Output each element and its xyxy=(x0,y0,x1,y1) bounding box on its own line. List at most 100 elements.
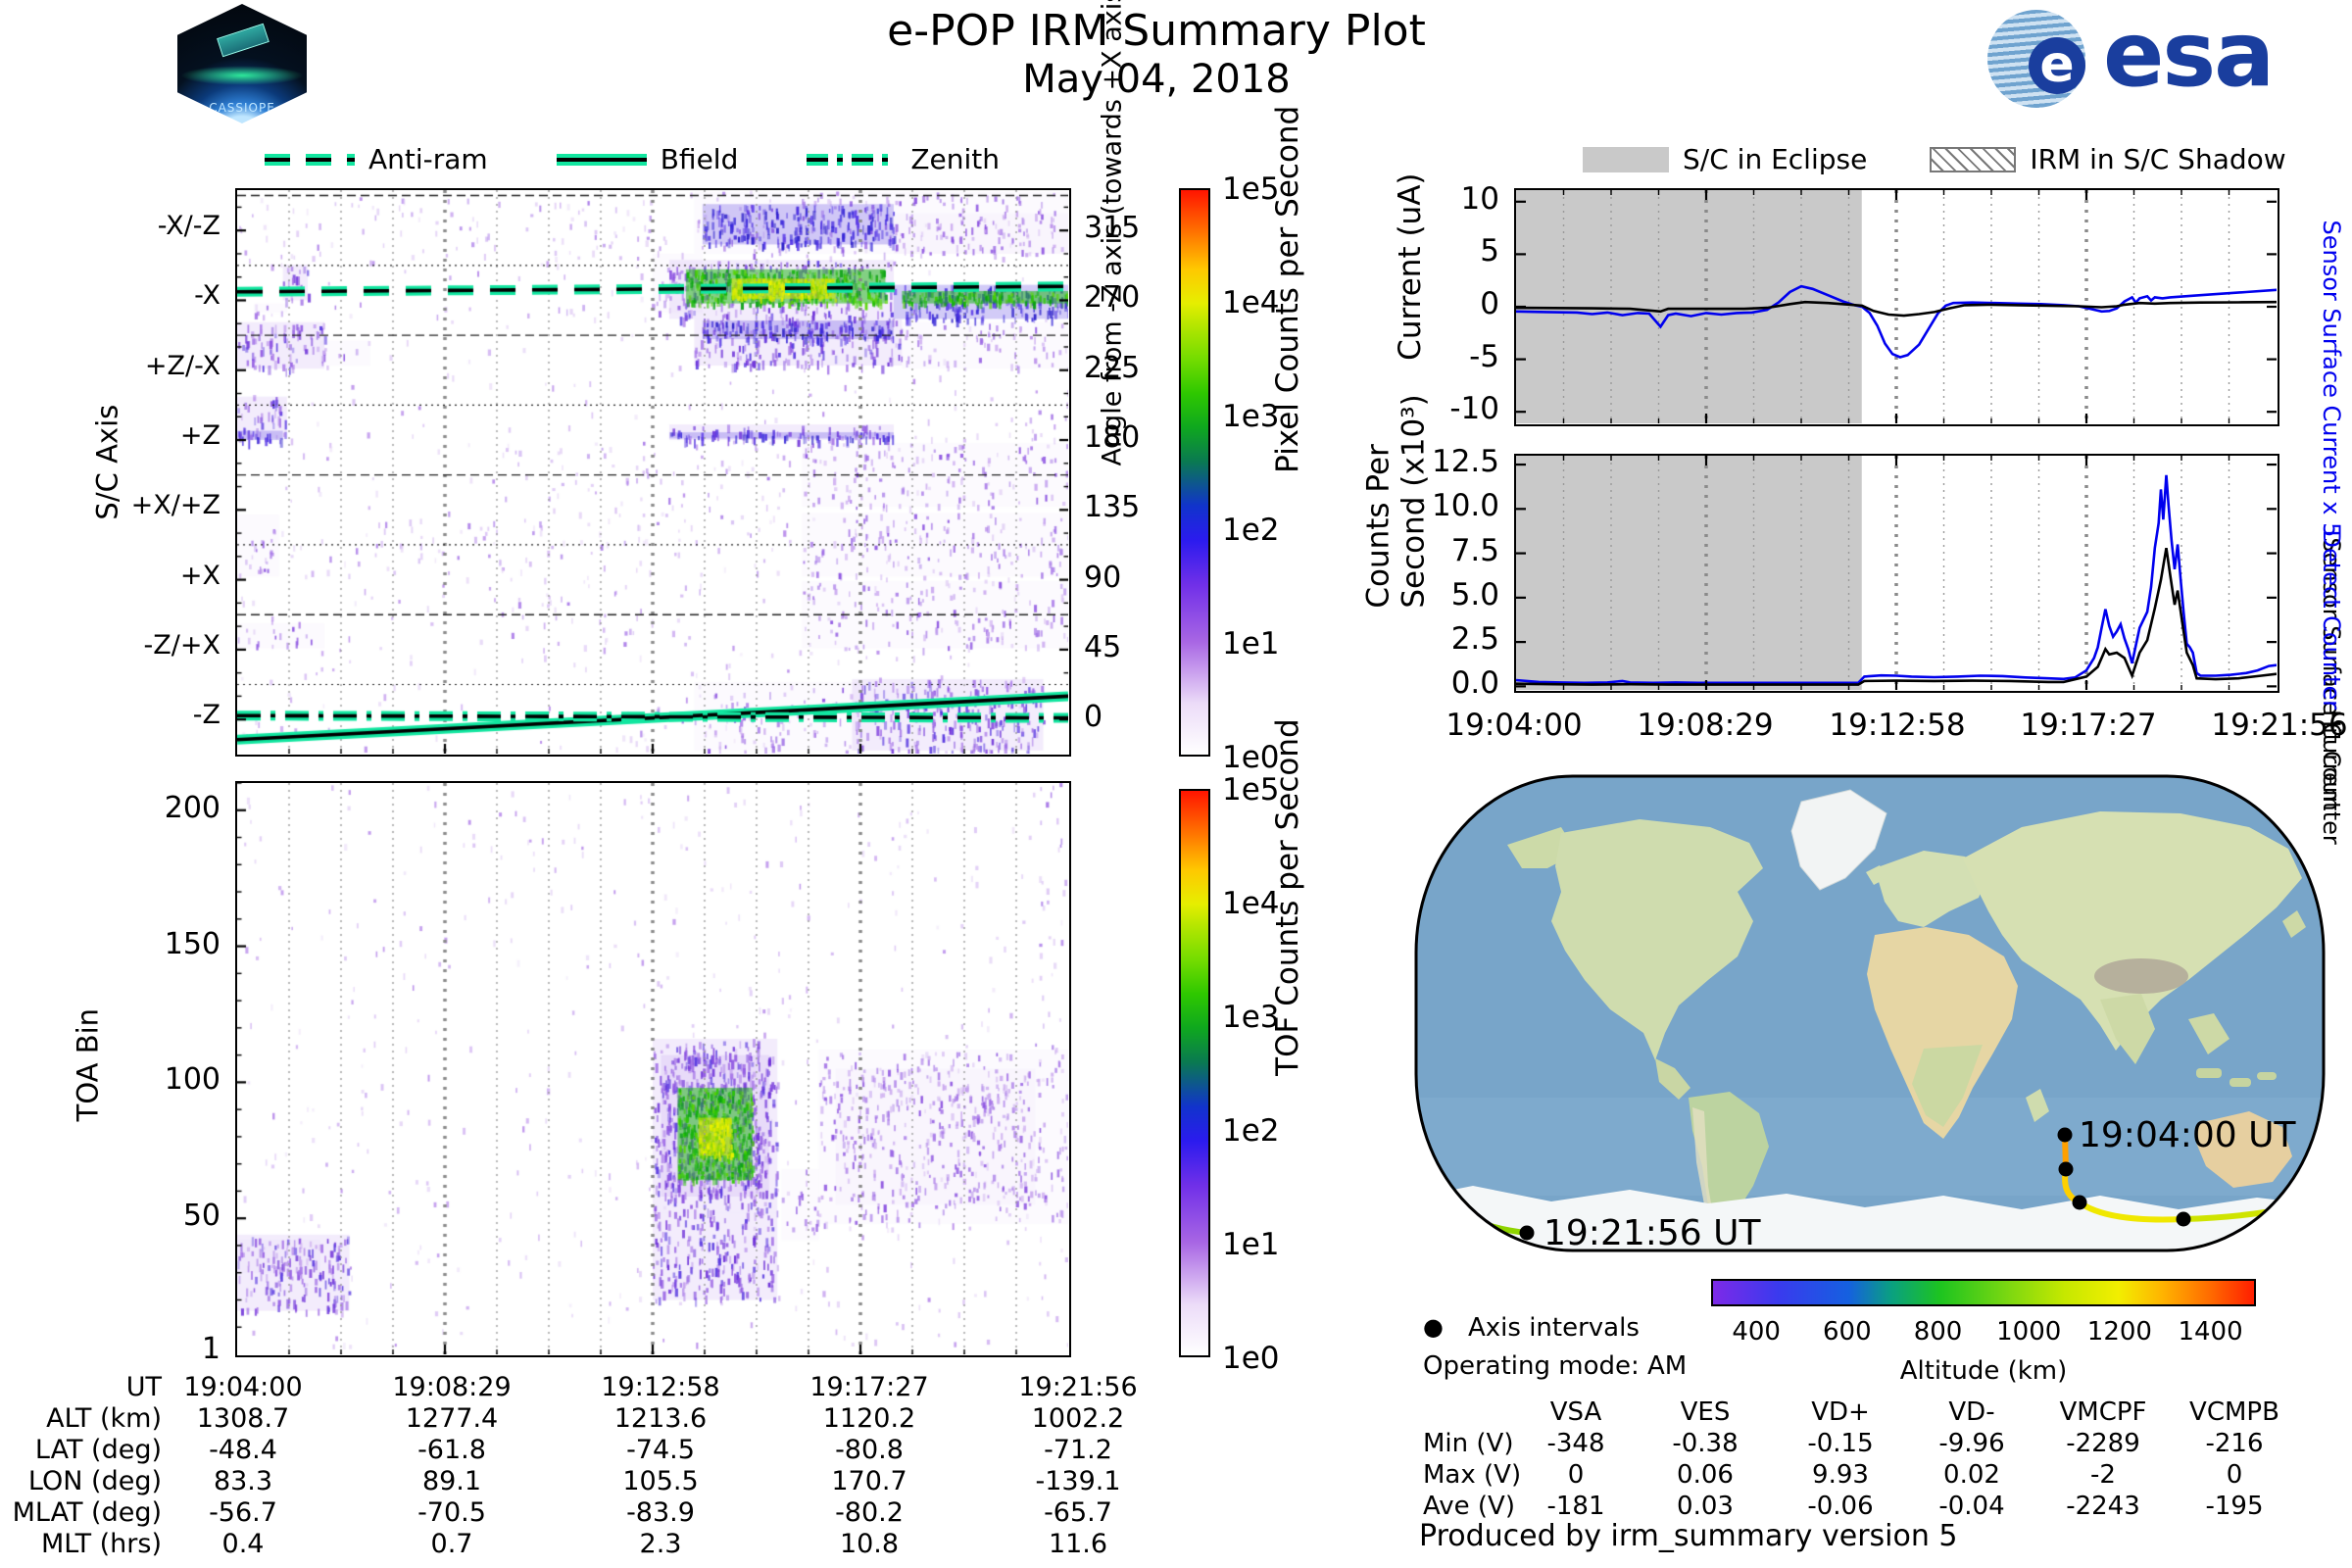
ephemeris-value: -65.7 xyxy=(1044,1497,1112,1528)
counts-ytick-label: 0.0 xyxy=(1450,665,1499,702)
voltage-value: -216 xyxy=(2205,1429,2264,1458)
legend-label-shadow: IRM in S/C Shadow xyxy=(2030,143,2286,175)
voltage-value: -0.15 xyxy=(1807,1429,1874,1458)
counts-right-labels: Detect CounterHit Counter xyxy=(2287,500,2352,845)
band-label-zx: -Z/+X xyxy=(143,629,220,661)
axis-interval-dot xyxy=(1519,1225,1535,1241)
axis-intervals-label: Axis intervals xyxy=(1468,1313,1640,1343)
colorbar-tick-label: 1e3 xyxy=(1222,399,1280,434)
ephemeris-value: 19:08:29 xyxy=(392,1372,512,1402)
band-label-z: -Z xyxy=(192,700,220,731)
ephemeris-value: 1308.7 xyxy=(196,1403,290,1434)
series-black xyxy=(1515,300,2278,318)
time-xtick-label: 19:17:27 xyxy=(2020,708,2157,743)
altitude-tick-label: 1000 xyxy=(1996,1317,2062,1347)
antiram-dashed-line-icon xyxy=(265,153,355,166)
ephemeris-value: -139.1 xyxy=(1035,1466,1121,1496)
ephemeris-value: 2.3 xyxy=(639,1529,682,1559)
axis-interval-dot xyxy=(2058,1161,2074,1177)
sc-axis-spectrogram-frame xyxy=(235,188,1071,757)
band-label-x: +X xyxy=(179,560,220,591)
axis-interval-dot xyxy=(2057,1127,2073,1143)
toa-tick-label: 1 xyxy=(201,1332,220,1367)
ephemeris-row-label: MLAT (deg) xyxy=(12,1497,162,1528)
bfield-solid-line-icon xyxy=(556,153,647,166)
voltage-value: -2243 xyxy=(2066,1492,2140,1521)
orbit-track-segment xyxy=(2077,1200,2186,1223)
voltage-row-label: Ave (V) xyxy=(1423,1492,1515,1521)
time-xtick-label: 19:08:29 xyxy=(1637,708,1774,743)
colorbar-tick-label: 1e3 xyxy=(1222,1000,1280,1035)
legend-item-bfield: Bfield xyxy=(556,143,738,175)
time-xtick-label: 19:04:00 xyxy=(1446,708,1583,743)
eclipse-region xyxy=(1516,456,1862,690)
ephemeris-value: 1213.6 xyxy=(613,1403,708,1434)
current-ytick-label: -10 xyxy=(1449,391,1499,427)
ephemeris-value: 19:21:56 xyxy=(1018,1372,1138,1402)
ephemeris-value: 0.7 xyxy=(430,1529,473,1559)
counts-ytick-label: 7.5 xyxy=(1450,532,1499,568)
toa-spectrogram-canvas xyxy=(237,783,1068,1354)
ephemeris-value: 11.6 xyxy=(1048,1529,1108,1559)
time-xtick-label: 19:21:56 xyxy=(2211,708,2348,743)
counts-chart xyxy=(1515,456,2278,690)
legend-item-zenith: Zenith xyxy=(807,143,1000,175)
voltage-row-label: Min (V) xyxy=(1423,1429,1514,1458)
current-ytick-label: -5 xyxy=(1469,338,1499,374)
map-graphic: 19:04:00 UT 19:21:56 UT xyxy=(1416,776,2324,1250)
ephemeris-value: 83.3 xyxy=(213,1466,273,1496)
ephemeris-value: 89.1 xyxy=(421,1466,482,1496)
colorbar-tick-label: 1e2 xyxy=(1222,1113,1280,1149)
angle-tick-label: 270 xyxy=(1084,280,1141,316)
voltage-value: 0.02 xyxy=(1943,1460,2000,1490)
legend-item-shadow: IRM in S/C Shadow xyxy=(1930,143,2286,175)
angle-tick-label: 315 xyxy=(1084,211,1141,246)
toa-tick-label: 100 xyxy=(164,1062,220,1098)
ephemeris-value: 105.5 xyxy=(622,1466,699,1496)
legend-label-zenith: Zenith xyxy=(910,143,1001,175)
ephemeris-value: -56.7 xyxy=(209,1497,277,1528)
ephemeris-row-label: LON (deg) xyxy=(27,1466,162,1496)
altitude-tick-label: 800 xyxy=(1913,1317,1963,1347)
ephemeris-value: 1002.2 xyxy=(1031,1403,1125,1434)
eclipse-legend: S/C in Eclipse IRM in S/C Shadow xyxy=(1583,143,2286,175)
altitude-tick-label: 600 xyxy=(1823,1317,1872,1347)
voltage-value: -0.38 xyxy=(1672,1429,1739,1458)
cassiope-logo-label: CASSIOPE xyxy=(209,101,275,116)
current-ytick-label: 0 xyxy=(1480,286,1499,321)
ephemeris-value: 1277.4 xyxy=(405,1403,499,1434)
series-blue xyxy=(1515,284,2278,359)
voltage-column-header: VCMPB xyxy=(2189,1397,2279,1427)
current-chart-frame xyxy=(1514,188,2279,426)
angle-tick-label: 0 xyxy=(1084,700,1103,735)
current-ytick-label: 10 xyxy=(1460,180,1499,217)
band-label-z: +Z xyxy=(179,420,220,452)
voltage-value: 0.06 xyxy=(1677,1460,1734,1490)
axis-interval-dot xyxy=(2176,1211,2191,1227)
ephemeris-row-label: UT xyxy=(125,1372,162,1402)
direction-legend: Anti-ram Bfield Zenith xyxy=(265,143,1000,175)
colorbar-tick-label: 1e5 xyxy=(1222,172,1280,207)
ephemeris-row-label: LAT (deg) xyxy=(34,1435,162,1465)
ephemeris-value: -61.8 xyxy=(417,1435,486,1465)
toa-tick-label: 200 xyxy=(164,790,220,825)
counts-ytick-label: 10.0 xyxy=(1431,488,1499,524)
esa-logo: e esa xyxy=(1987,2,2330,110)
band-label-zx: +Z/-X xyxy=(144,350,220,381)
ephemeris-value: 19:04:00 xyxy=(183,1372,303,1402)
produced-by-note: Produced by irm_summary version 5 xyxy=(1419,1519,1958,1553)
ephemeris-value: 0.4 xyxy=(221,1529,265,1559)
ephemeris-value: -83.9 xyxy=(626,1497,695,1528)
orbit-track-segment xyxy=(2180,1209,2268,1222)
ephemeris-value: -80.8 xyxy=(835,1435,904,1465)
shadow-hatch-swatch-icon xyxy=(1930,146,2017,172)
altitude-tick-label: 1400 xyxy=(2178,1317,2243,1347)
voltage-value: -0.06 xyxy=(1807,1492,1874,1521)
band-label-x: -X xyxy=(194,280,220,312)
angle-tick-label: 225 xyxy=(1084,350,1141,385)
series-blue xyxy=(1515,474,2278,685)
ground-track-map: 19:04:00 UT 19:21:56 UT xyxy=(1414,774,2326,1252)
aurora-graphic xyxy=(180,66,304,85)
angle-tick-label: 90 xyxy=(1084,560,1122,595)
page-date: May 04, 2018 xyxy=(1022,57,1291,102)
